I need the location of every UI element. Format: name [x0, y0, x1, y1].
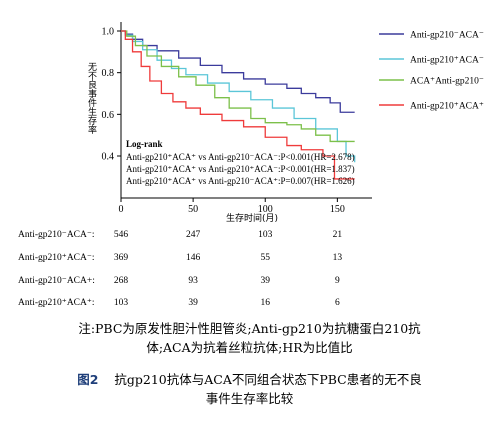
x-tick-label: 150 — [330, 204, 345, 215]
risk-cell: 247 — [186, 230, 201, 240]
risk-row-label-2: Anti-gp210⁺ACA⁻: — [18, 253, 95, 263]
risk-cell: 39 — [188, 298, 198, 308]
risk-cell: 6 — [335, 298, 340, 308]
series-line-3 — [121, 30, 355, 143]
risk-cell: 21 — [333, 230, 343, 240]
y-tick-label: 0.4 — [102, 152, 115, 163]
series-line-4 — [121, 30, 355, 180]
y-tick-label: 0.8 — [102, 68, 115, 79]
y-axis-label: 无不良事件生存率 — [86, 62, 97, 135]
risk-cell: 55 — [260, 253, 270, 263]
y-tick-label: 1.0 — [102, 27, 115, 38]
y-tick-label: 0.6 — [102, 110, 115, 121]
x-tick-label: 0 — [119, 204, 124, 215]
risk-cell: 9 — [335, 276, 340, 286]
legend-label-1: Anti-gp210⁻ACA⁻ — [410, 31, 484, 41]
series-line-1 — [121, 30, 355, 113]
legend-label-4: Anti-gp210⁺ACA⁺ — [410, 102, 484, 112]
logrank-heading: Log-rank — [126, 139, 163, 149]
figure-label: 图2 — [77, 372, 99, 387]
risk-cell: 13 — [333, 253, 343, 263]
risk-cell: 39 — [260, 276, 270, 286]
note-line-1: 注:PBC为原发性胆汁性胆管炎;Anti-gp210为抗糖蛋白210抗 — [78, 321, 421, 336]
legend-label-3: ACA⁺Anti-gp210⁻ — [410, 77, 484, 87]
x-tick-label: 50 — [188, 204, 198, 215]
risk-cell: 369 — [114, 253, 129, 263]
logrank-line-2: Anti-gp210⁺ACA⁺ vs Anti-gp210⁺ACA⁻:P<0.0… — [126, 164, 355, 174]
logrank-line-1: Anti-gp210⁺ACA⁺ vs Anti-gp210⁻ACA⁻:P<0.0… — [126, 152, 355, 162]
survival-chart: 0.4 0.6 0.8 1.0 0 50 100 150 无不良事件生存率 生存时间(月) A… — [18, 22, 484, 308]
risk-cell: 16 — [260, 298, 270, 308]
logrank-line-3: Anti-gp210⁺ACA⁺ vs Anti-gp210⁻ACA⁺:P=0.0… — [126, 176, 355, 186]
figure-caption: 图2 抗gp210抗体与ACA不同组合状态下PBC患者的无不良 事件生存率比较 — [0, 370, 499, 408]
x-axis-label: 生存时间(月) — [226, 212, 278, 224]
figure-title-line-1: 抗gp210抗体与ACA不同组合状态下PBC患者的无不良 — [114, 372, 422, 387]
risk-row-label-1: Anti-gp210⁻ACA⁻: — [18, 230, 95, 240]
risk-cell: 93 — [188, 276, 198, 286]
risk-row-label-4: Anti-gp210⁺ACA⁺: — [18, 298, 95, 308]
risk-cell: 103 — [114, 298, 129, 308]
legend-label-2: Anti-gp210⁺ACA⁻ — [410, 56, 484, 66]
note-line-2: 体;ACA为抗着丝粒抗体;HR为比值比 — [146, 340, 353, 355]
figure-title-line-2: 事件生存率比较 — [205, 391, 294, 406]
risk-cell: 146 — [186, 253, 201, 263]
risk-cell: 103 — [258, 230, 273, 240]
risk-row-label-3: Anti-gp210⁻ACA+: — [18, 276, 95, 286]
risk-cell: 546 — [114, 230, 129, 240]
risk-cell: 268 — [114, 276, 129, 286]
x-tick-label: 100 — [258, 204, 273, 215]
figure-note: 注:PBC为原发性胆汁性胆管炎;Anti-gp210为抗糖蛋白210抗 体;AC… — [0, 319, 499, 357]
series-line-2 — [121, 30, 356, 163]
